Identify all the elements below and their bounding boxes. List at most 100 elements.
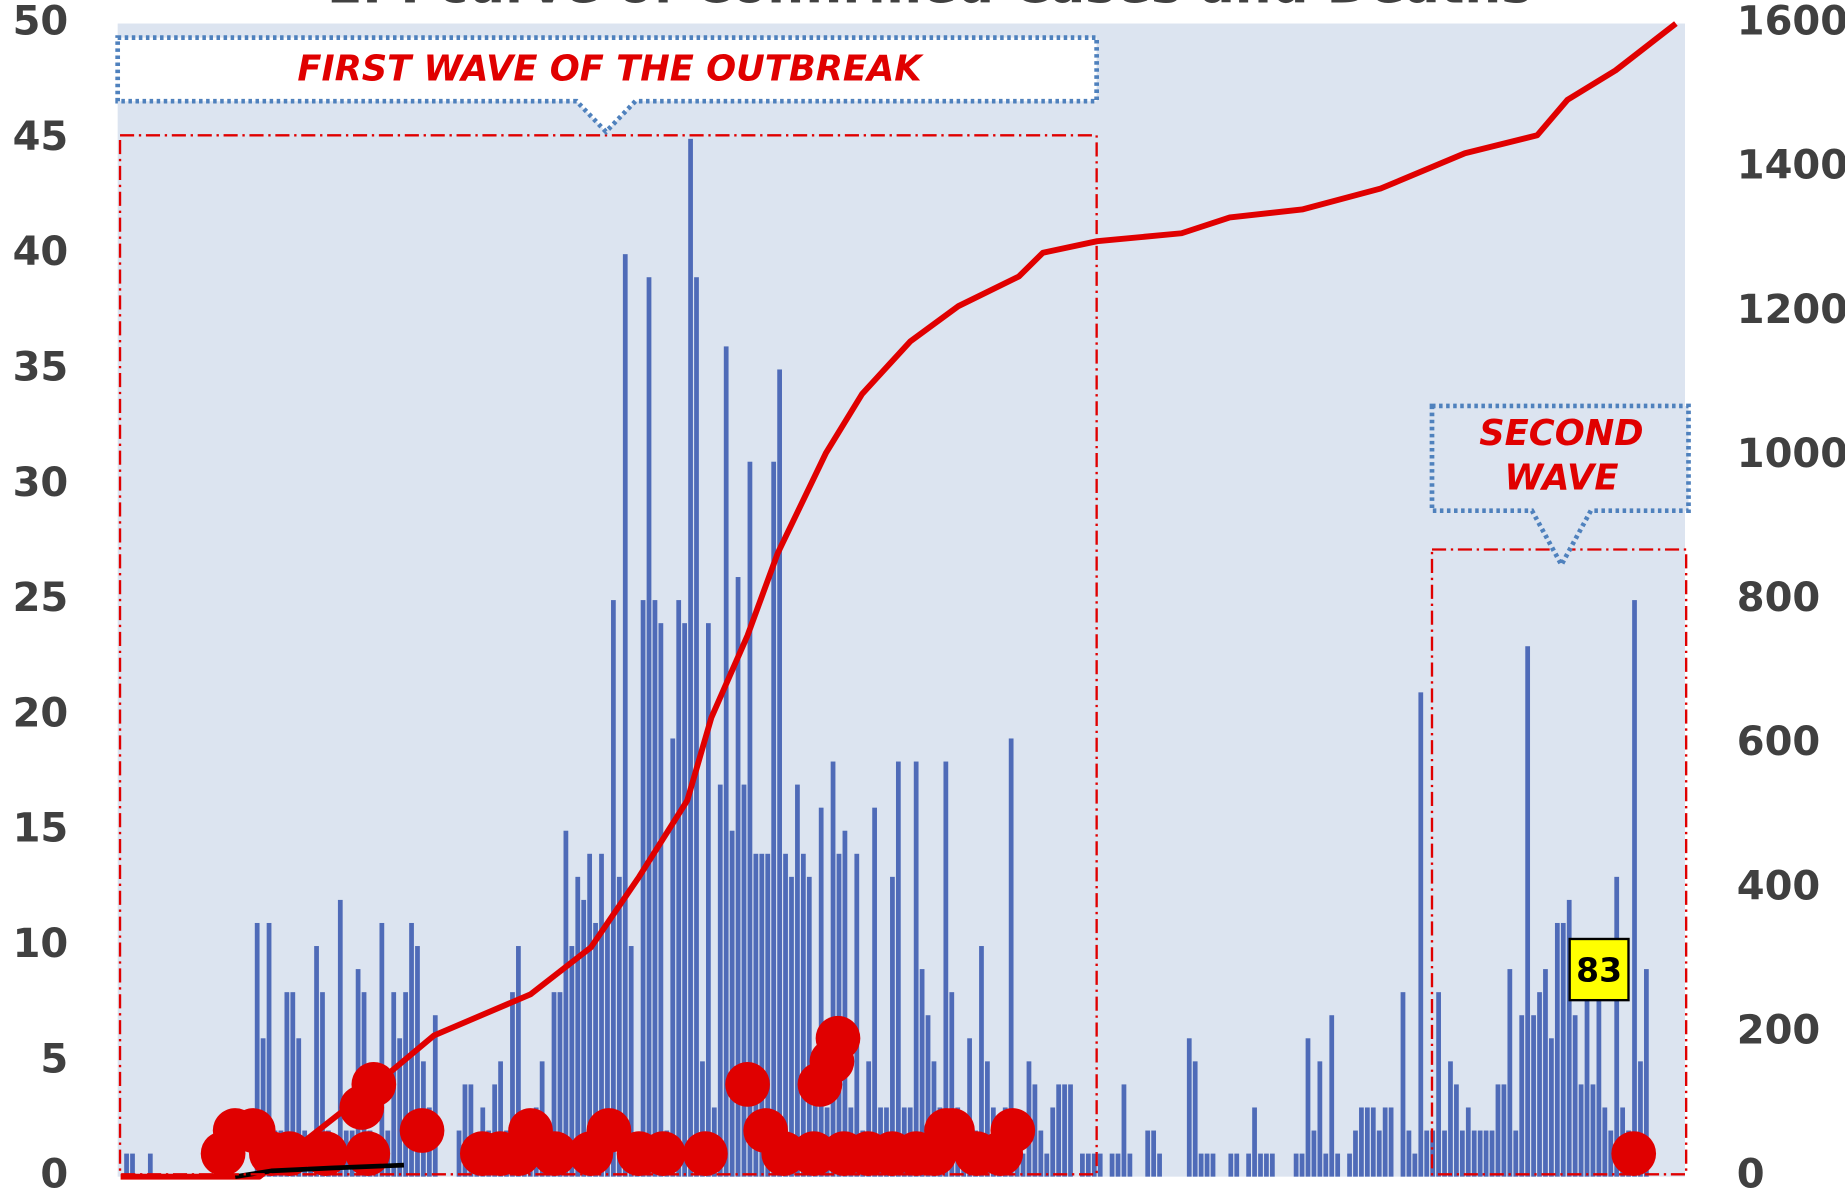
bar (1531, 1015, 1536, 1177)
bar (314, 946, 319, 1177)
annotation: SECOND WAVE (1479, 413, 1644, 499)
bar (1644, 969, 1649, 1177)
bar (1198, 1153, 1204, 1177)
bar (1056, 1084, 1062, 1177)
bar (1008, 738, 1014, 1177)
bar (1127, 1153, 1133, 1177)
bar (1370, 1107, 1376, 1177)
bar (1293, 1153, 1299, 1177)
bar (1424, 1130, 1430, 1177)
y2-tick-label: 1400 (1737, 143, 1845, 189)
bar (1406, 1130, 1412, 1177)
bar (1632, 600, 1637, 1177)
y-tick-label: 15 (13, 806, 69, 852)
bar (1459, 1130, 1465, 1177)
bar (581, 899, 587, 1177)
bar (337, 899, 343, 1177)
bar (1305, 1038, 1311, 1177)
bar (492, 1084, 498, 1177)
bar (1329, 1015, 1335, 1177)
bar (1513, 1130, 1519, 1177)
annotation: 83 (1576, 950, 1622, 989)
bar (1062, 1084, 1067, 1177)
bar (646, 277, 652, 1177)
bar (1590, 1084, 1596, 1177)
bar (1578, 1084, 1584, 1177)
chart-body: EPI curve of Confirmed Cases and Deaths … (13, 0, 1845, 1195)
bar (1465, 1107, 1471, 1177)
bar (147, 1153, 153, 1177)
bar (1038, 1130, 1044, 1177)
bar (1145, 1130, 1151, 1177)
bar (1068, 1084, 1073, 1177)
bar (1204, 1153, 1210, 1177)
y2-tick-label: 1600 (1737, 0, 1845, 45)
bar (1436, 992, 1441, 1177)
dot (990, 1108, 1036, 1153)
bar (510, 992, 515, 1177)
y-tick-label: 45 (13, 114, 69, 160)
bar (1234, 1153, 1240, 1177)
bar (925, 1015, 931, 1177)
bar (688, 138, 693, 1177)
bar (1614, 876, 1620, 1177)
bar (284, 992, 290, 1177)
bar (1442, 1130, 1447, 1177)
bar (1109, 1153, 1115, 1177)
bar (1347, 1153, 1352, 1177)
bar (652, 600, 658, 1177)
dot (586, 1108, 632, 1153)
bar (1157, 1153, 1162, 1177)
bar (616, 876, 622, 1177)
bar (1495, 1084, 1501, 1177)
bar (919, 969, 925, 1177)
label-box (1568, 937, 1630, 1002)
bar (830, 761, 836, 1177)
bar (913, 761, 919, 1177)
bar (1192, 1061, 1198, 1177)
y-tick-label: 10 (13, 921, 69, 967)
dot (725, 1062, 770, 1107)
bar (1382, 1107, 1388, 1177)
y2-tick-label: 600 (1737, 719, 1821, 765)
bar (1584, 946, 1590, 1177)
bar (682, 623, 688, 1177)
bar (759, 853, 765, 1177)
dot (351, 1062, 397, 1107)
bar (1430, 1130, 1436, 1177)
bar (563, 830, 569, 1177)
bar (818, 807, 824, 1177)
bar (124, 1153, 129, 1177)
bar (1572, 1015, 1578, 1177)
y-tick-label: 40 (13, 229, 69, 275)
bar (557, 992, 563, 1177)
bar (789, 876, 794, 1177)
bar (468, 1084, 474, 1177)
dot (1611, 1131, 1657, 1176)
dot (815, 1015, 861, 1061)
bar (777, 369, 782, 1177)
bar (1560, 922, 1566, 1177)
dot (683, 1131, 728, 1176)
bar (1537, 992, 1542, 1177)
bar (1388, 1107, 1394, 1177)
bar (1020, 1153, 1026, 1177)
bar (1091, 1153, 1097, 1177)
bar (700, 1061, 705, 1177)
bar (397, 1038, 403, 1177)
y-tick-label: 25 (13, 575, 69, 621)
y2-tick-label: 1000 (1737, 431, 1845, 477)
bar (771, 461, 777, 1177)
bar (1151, 1130, 1157, 1177)
bar (1210, 1153, 1216, 1177)
y2-tick-label: 200 (1737, 1008, 1821, 1054)
bar (890, 876, 895, 1177)
bar (605, 922, 610, 1177)
marks (120, 21, 1678, 1180)
y-tick-label: 0 (40, 1152, 68, 1195)
bar (1602, 1107, 1608, 1177)
bar (1317, 1061, 1323, 1177)
bar (765, 853, 771, 1177)
bar (943, 761, 949, 1177)
bar (622, 254, 628, 1177)
